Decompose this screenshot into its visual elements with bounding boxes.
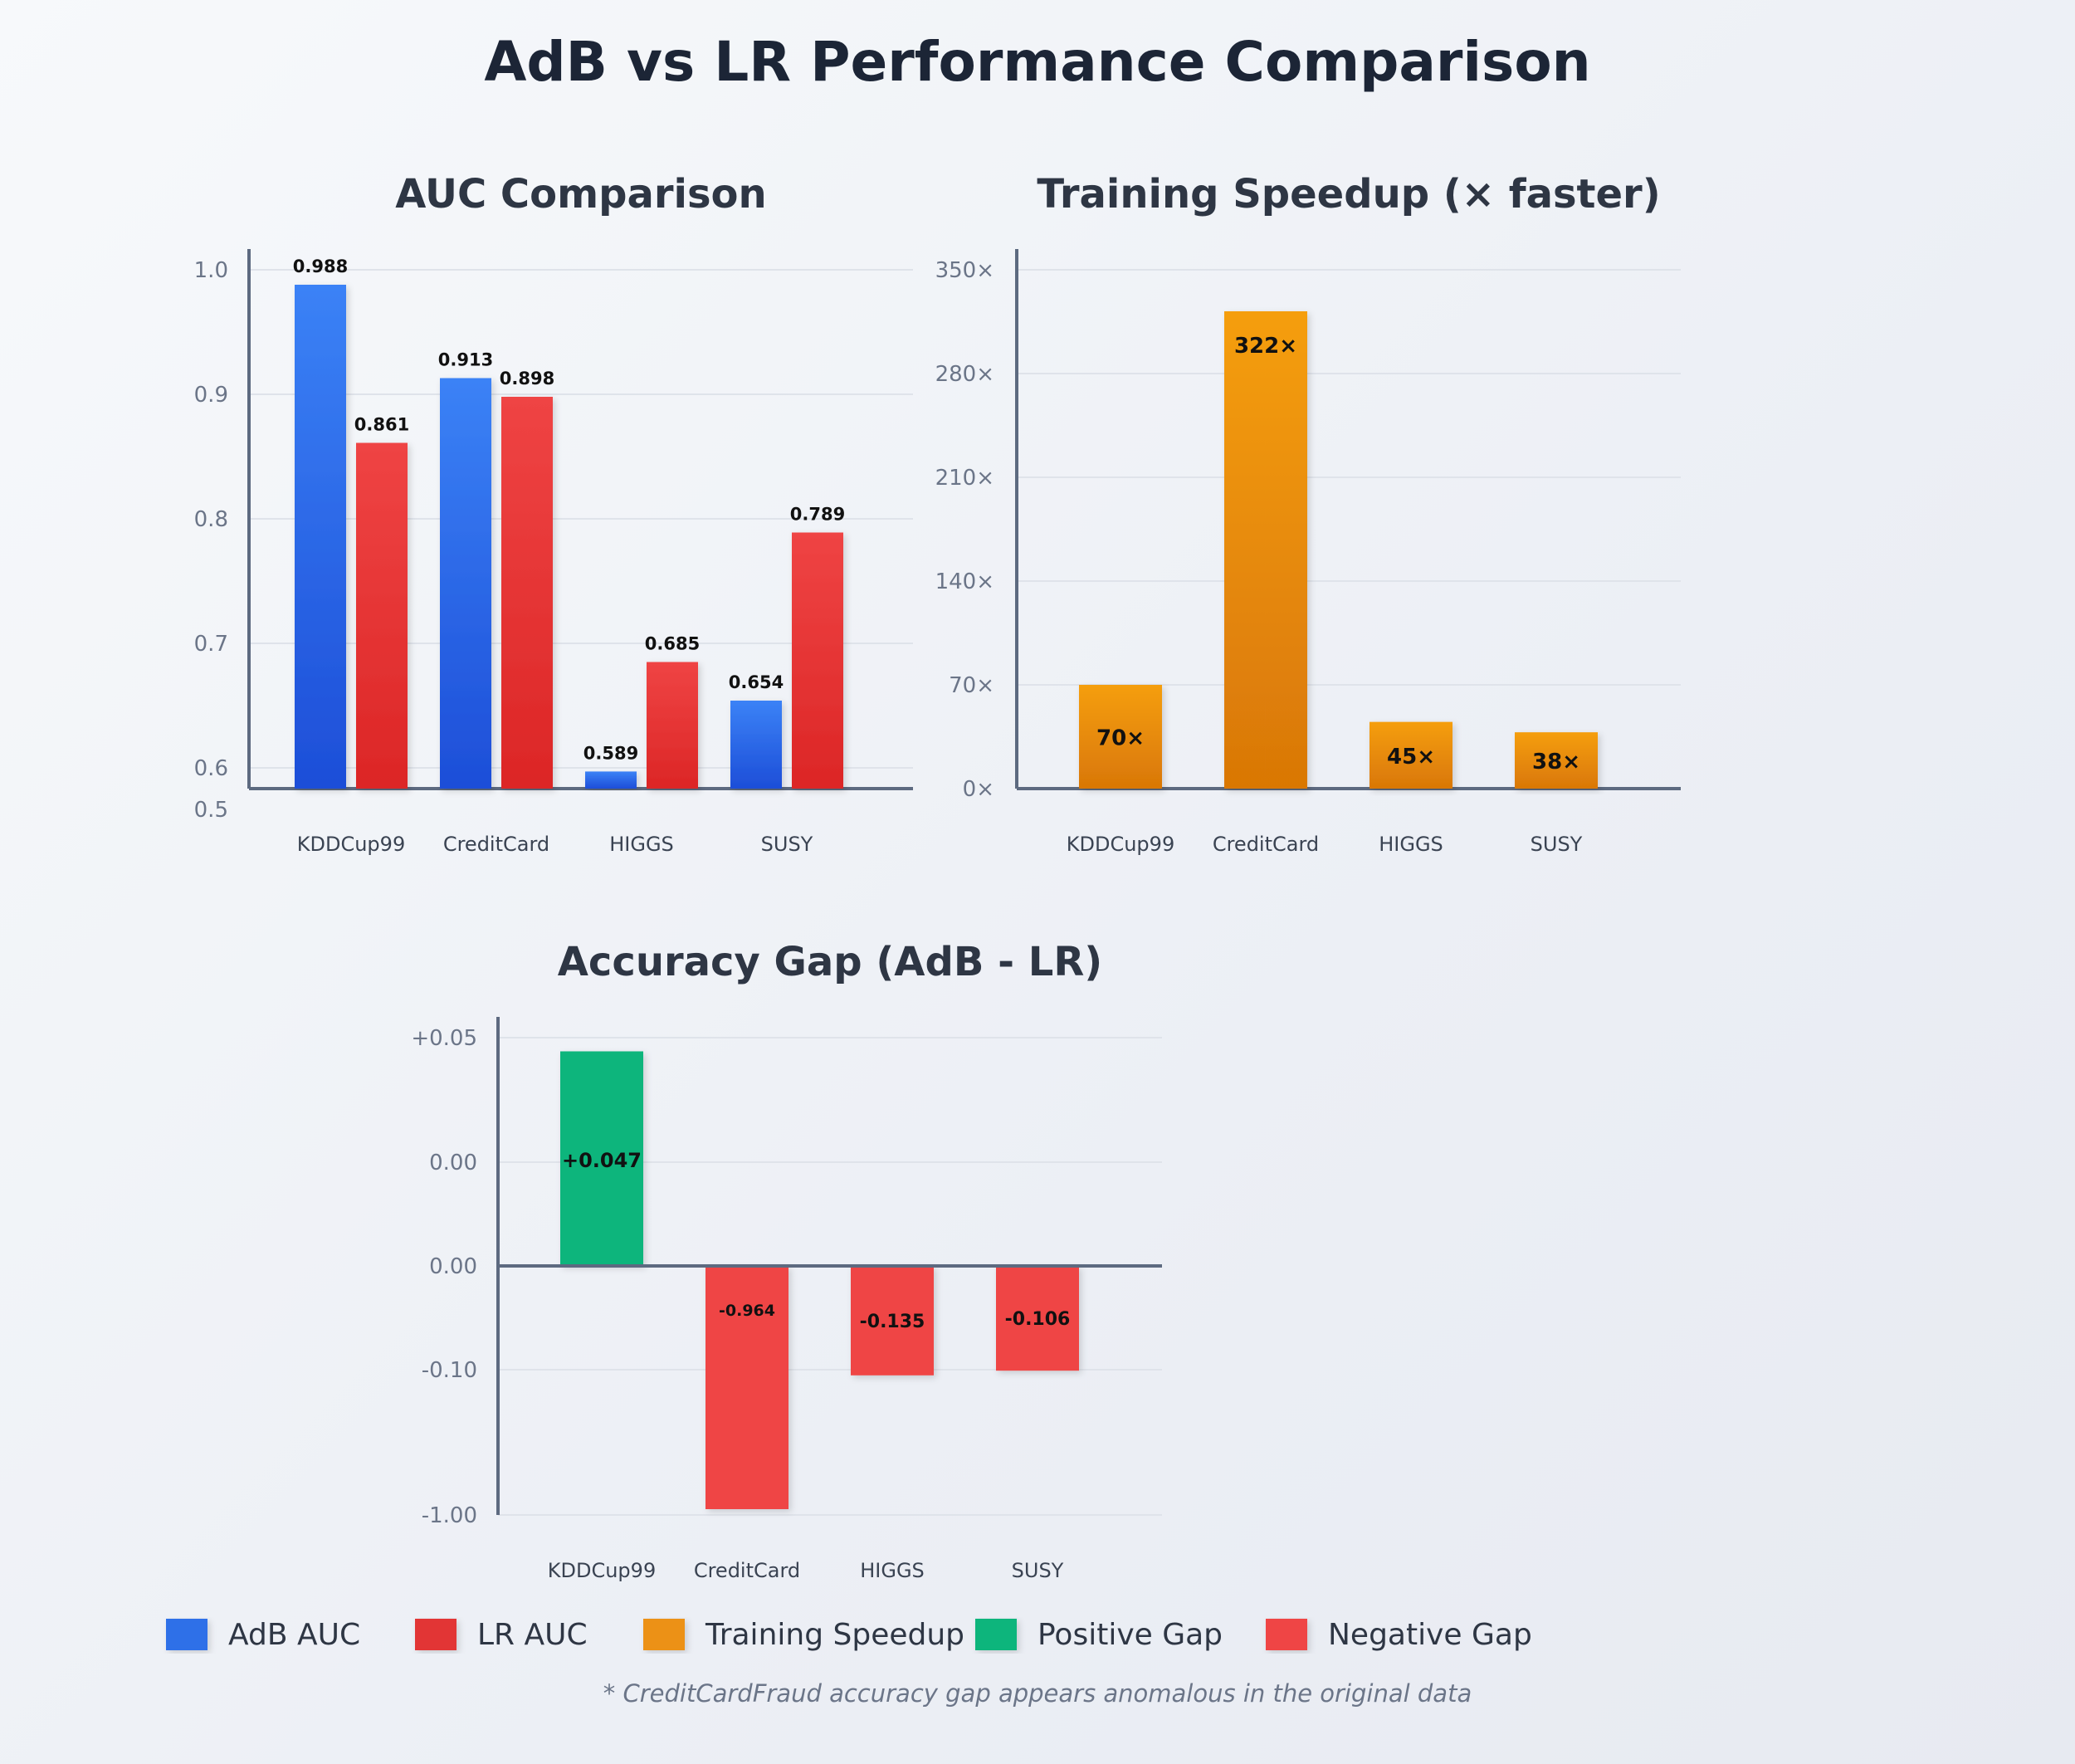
- value-label: 0.988: [293, 257, 348, 276]
- legend-swatch: [415, 1619, 456, 1650]
- legend-swatch: [1266, 1619, 1307, 1650]
- positive-gap-bar-kddcup99: [560, 1051, 643, 1266]
- y-tick-label: -1.00: [422, 1503, 477, 1528]
- y-tick-label: 0.8: [194, 507, 228, 532]
- value-label: 0.861: [354, 415, 409, 435]
- y-tick-label: 0.6: [194, 756, 228, 781]
- value-label: 0.654: [729, 672, 784, 692]
- x-tick-label: SUSY: [761, 833, 813, 856]
- y-tick-label: 0.00: [429, 1151, 477, 1175]
- speedup-bar-higgs: [1370, 721, 1452, 789]
- lr-auc-bar-creditcard: [501, 397, 553, 789]
- speedup-bar-creditcard: [1224, 311, 1307, 789]
- x-tick-label: HIGGS: [860, 1559, 925, 1582]
- speedup-chart: Training Speedup (× faster) 350× 280× 210× 1…: [935, 171, 1681, 856]
- x-tick-label: CreditCard: [1213, 833, 1319, 856]
- adb-auc-bar-susy: [730, 701, 782, 789]
- legend-label: Negative Gap: [1328, 1618, 1532, 1652]
- auc-chart-title: AUC Comparison: [395, 171, 766, 217]
- x-tick-label: SUSY: [1012, 1559, 1064, 1582]
- value-label: 70×: [1096, 726, 1145, 751]
- accuracy-gap-chart: Accuracy Gap (AdB - LR) +0.05 0.00 0.00 -0.1…: [411, 939, 1162, 1582]
- value-label: 0.685: [645, 634, 700, 654]
- value-label: 0.898: [500, 369, 554, 388]
- x-tick-label: KDDCup99: [297, 833, 405, 856]
- legend-swatch: [975, 1619, 1017, 1650]
- x-tick-label: SUSY: [1531, 833, 1583, 856]
- x-tick-label: CreditCard: [443, 833, 549, 856]
- y-tick-label: -0.10: [422, 1358, 477, 1383]
- lr-auc-bar-kddcup99: [356, 442, 408, 789]
- lr-auc-bar-susy: [792, 532, 843, 789]
- legend-swatch: [166, 1619, 208, 1650]
- y-tick-label: 0.00: [429, 1254, 477, 1279]
- y-tick-label: 0.5: [194, 798, 228, 823]
- legend-item-training-speedup: Training Speedup: [643, 1618, 964, 1652]
- y-tick-label: 0.7: [194, 632, 228, 657]
- legend-item-negative-gap: Negative Gap: [1266, 1618, 1532, 1652]
- x-tick-label: HIGGS: [1379, 833, 1443, 856]
- adb-auc-bar-kddcup99: [295, 285, 346, 789]
- y-tick-label: 350×: [935, 258, 994, 283]
- x-tick-label: CreditCard: [694, 1559, 800, 1582]
- value-label: 38×: [1532, 750, 1580, 774]
- legend-label: Training Speedup: [705, 1618, 964, 1652]
- legend-label: LR AUC: [477, 1618, 588, 1652]
- y-tick-label: 1.0: [194, 258, 228, 283]
- value-label: +0.047: [562, 1149, 642, 1172]
- y-tick-label: 210×: [935, 466, 994, 491]
- y-tick-label: 140×: [935, 569, 994, 594]
- y-tick-label: 0×: [963, 777, 994, 802]
- legend-swatch: [643, 1619, 685, 1650]
- y-tick-label: 280×: [935, 362, 994, 387]
- legend-item-positive-gap: Positive Gap: [975, 1618, 1223, 1652]
- value-label: -0.964: [719, 1302, 775, 1320]
- x-tick-label: HIGGS: [609, 833, 674, 856]
- value-label: -0.106: [1005, 1309, 1071, 1330]
- value-label: 0.589: [583, 743, 638, 763]
- speedup-bar-susy: [1515, 732, 1598, 789]
- negative-gap-bar-creditcard: [706, 1266, 788, 1509]
- value-label: 0.913: [438, 350, 493, 370]
- adb-auc-bar-higgs: [585, 771, 637, 789]
- value-label: 45×: [1387, 745, 1435, 770]
- legend: AdB AUC LR AUC Training Speedup Positive Ga…: [166, 1618, 1532, 1652]
- main-title: AdB vs LR Performance Comparison: [484, 30, 1590, 94]
- gap-chart-title: Accuracy Gap (AdB - LR): [558, 939, 1102, 985]
- x-tick-label: KDDCup99: [1067, 833, 1174, 856]
- legend-label: AdB AUC: [228, 1618, 360, 1652]
- y-tick-label: +0.05: [411, 1026, 477, 1051]
- adb-auc-bar-creditcard: [440, 378, 491, 789]
- negative-gap-bar-susy: [996, 1266, 1079, 1371]
- value-label: 322×: [1234, 334, 1297, 359]
- speedup-bar-kddcup99: [1079, 685, 1162, 789]
- legend-label: Positive Gap: [1038, 1618, 1223, 1652]
- y-tick-label: 0.9: [194, 383, 228, 408]
- x-tick-label: KDDCup99: [548, 1559, 656, 1582]
- speedup-chart-title: Training Speedup (× faster): [1037, 171, 1660, 217]
- legend-item-lr-auc: LR AUC: [415, 1618, 588, 1652]
- lr-auc-bar-higgs: [647, 662, 698, 789]
- y-tick-label: 70×: [949, 673, 994, 698]
- negative-gap-bar-higgs: [851, 1266, 934, 1376]
- auc-chart: AUC Comparison 1.0 0.9 0.8 0.7 0.6 0.5 0.988 0.8…: [194, 171, 913, 856]
- value-label: -0.135: [860, 1312, 925, 1332]
- footnote: * CreditCardFraud accuracy gap appears a…: [603, 1679, 1472, 1708]
- legend-item-adb-auc: AdB AUC: [166, 1618, 360, 1652]
- value-label: 0.789: [790, 505, 845, 525]
